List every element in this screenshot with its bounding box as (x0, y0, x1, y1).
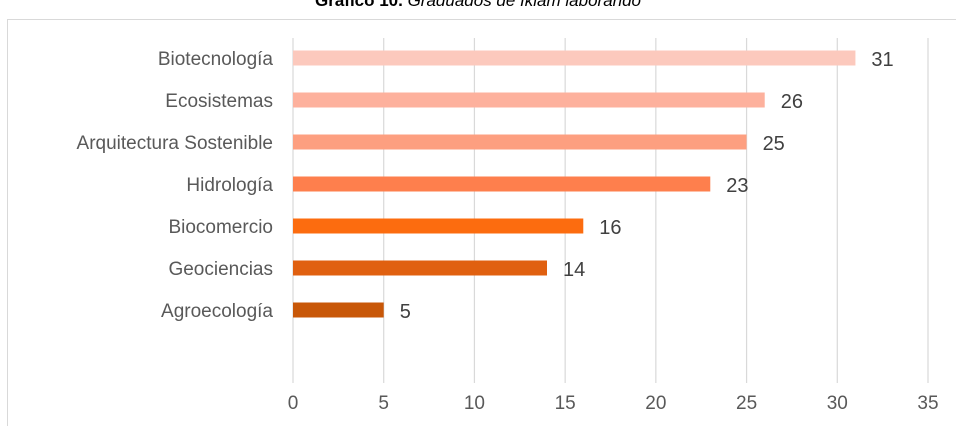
category-label: Arquitectura Sostenible (77, 133, 273, 154)
bar-1 (293, 50, 856, 66)
x-tick-label-5: 5 (378, 393, 389, 414)
category-label: Biotecnología (158, 49, 274, 70)
chart-title-bold: Gráfico 10. (314, 0, 403, 10)
bar-5 (293, 218, 584, 234)
data-label: 23 (726, 175, 748, 197)
bar-7 (293, 302, 384, 318)
data-label: 14 (563, 259, 585, 281)
x-tick-label-25: 25 (736, 393, 757, 414)
data-label: 5 (400, 301, 411, 323)
x-tick-label-20: 20 (645, 393, 666, 414)
x-tick-label-0: 0 (288, 393, 299, 414)
data-label: 26 (781, 91, 803, 113)
bar-4 (293, 176, 711, 192)
chart-title-italic: Graduados de Ikiam laborando (402, 0, 642, 10)
x-tick-label-30: 30 (827, 393, 848, 414)
bar-6 (293, 260, 547, 276)
category-label: Agroecología (161, 301, 273, 322)
data-label: 16 (599, 217, 621, 239)
bar-3 (293, 134, 747, 150)
category-label: Hidrología (186, 175, 273, 196)
data-label: 31 (871, 49, 893, 71)
category-label: Biocomercio (168, 217, 273, 238)
data-label: 25 (763, 133, 785, 155)
category-label: Geociencias (168, 259, 273, 280)
chart-frame (7, 19, 956, 426)
x-tick-label-10: 10 (464, 393, 485, 414)
x-tick-label-15: 15 (555, 393, 576, 414)
category-label: Ecosistemas (165, 91, 273, 112)
x-tick-label-35: 35 (917, 393, 938, 414)
bar-2 (293, 92, 765, 108)
chart-title: Gráfico 10. Graduados de Ikiam laborando (0, 0, 956, 11)
